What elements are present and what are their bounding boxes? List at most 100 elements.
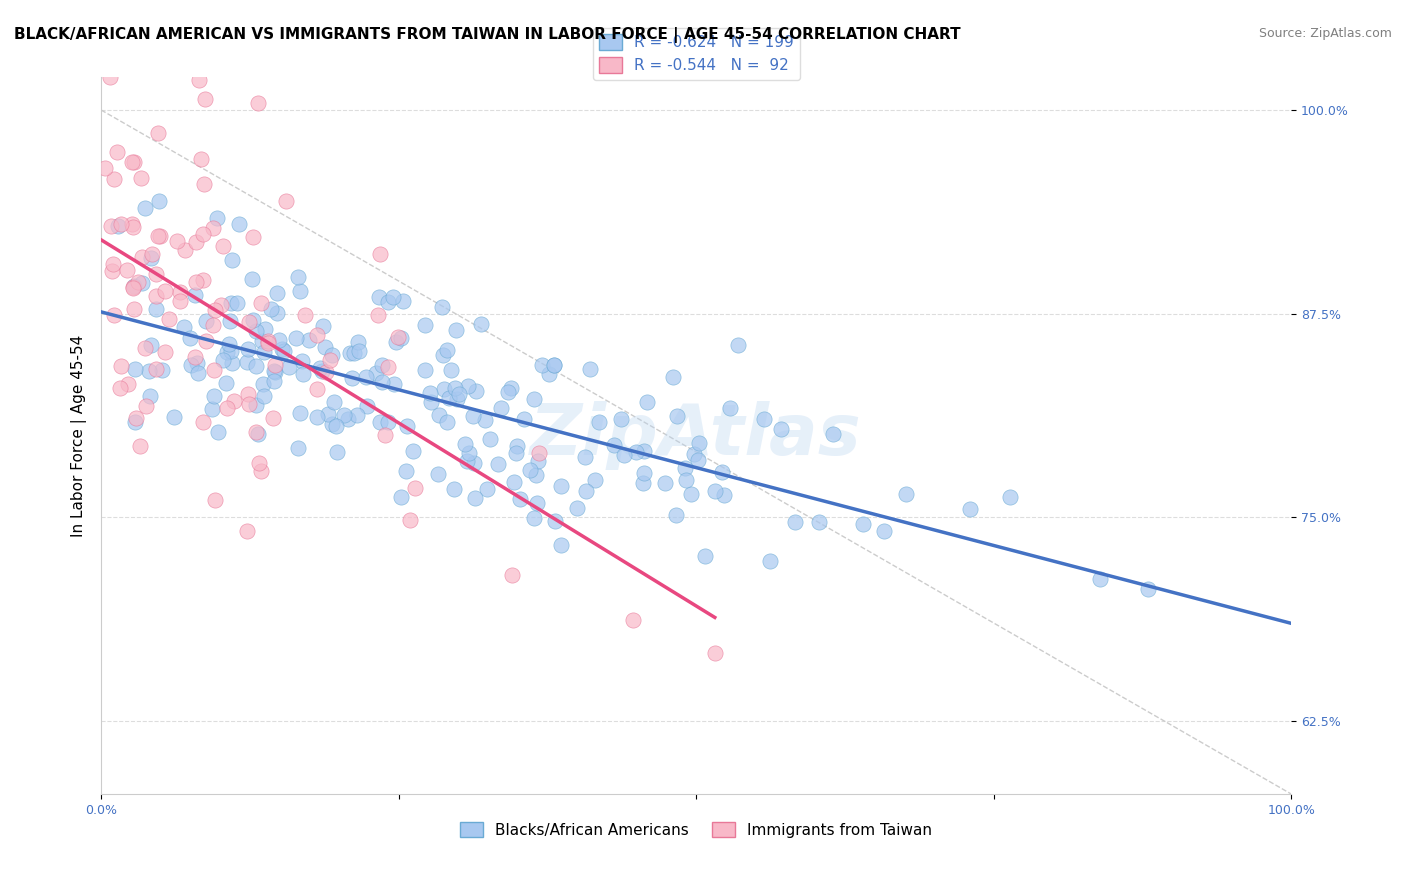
- Point: [509, 492, 531, 507]
- Point: [444, 323, 467, 337]
- Point: [523, 392, 546, 406]
- Legend: Blacks/African Americans, Immigrants from Taiwan: Blacks/African Americans, Immigrants fro…: [454, 815, 938, 844]
- Point: [332, 408, 354, 422]
- Point: [298, 333, 321, 347]
- Point: [366, 366, 388, 380]
- Point: [101, 264, 124, 278]
- Point: [579, 362, 602, 376]
- Point: [124, 415, 146, 429]
- Point: [162, 410, 184, 425]
- Point: [146, 126, 169, 140]
- Point: [337, 412, 360, 426]
- Point: [134, 201, 156, 215]
- Point: [486, 458, 509, 472]
- Point: [1137, 582, 1160, 596]
- Point: [245, 398, 267, 412]
- Point: [444, 381, 467, 395]
- Point: [260, 301, 283, 316]
- Point: [169, 285, 191, 299]
- Point: [291, 354, 314, 368]
- Point: [117, 376, 139, 391]
- Point: [447, 386, 470, 401]
- Y-axis label: In Labor Force | Age 45-54: In Labor Force | Age 45-54: [72, 334, 87, 537]
- Point: [184, 288, 207, 302]
- Point: [633, 467, 655, 481]
- Point: [626, 444, 648, 458]
- Point: [93, 161, 115, 175]
- Point: [209, 297, 232, 311]
- Point: [166, 234, 188, 248]
- Point: [519, 463, 541, 477]
- Point: [821, 427, 844, 442]
- Point: [145, 289, 167, 303]
- Point: [499, 381, 522, 395]
- Point: [368, 247, 391, 261]
- Point: [759, 554, 782, 568]
- Point: [621, 614, 644, 628]
- Point: [110, 381, 132, 395]
- Point: [139, 388, 162, 402]
- Point: [236, 342, 259, 356]
- Point: [959, 502, 981, 516]
- Point: [129, 439, 152, 453]
- Point: [103, 308, 125, 322]
- Point: [221, 356, 243, 370]
- Point: [271, 343, 294, 357]
- Text: BLACK/AFRICAN AMERICAN VS IMMIGRANTS FROM TAIWAN IN LABOR FORCE | AGE 45-54 CORR: BLACK/AFRICAN AMERICAN VS IMMIGRANTS FRO…: [14, 27, 960, 43]
- Point: [262, 411, 284, 425]
- Point: [122, 220, 145, 235]
- Point: [703, 483, 725, 498]
- Point: [544, 514, 567, 528]
- Point: [807, 515, 830, 529]
- Point: [187, 366, 209, 380]
- Point: [583, 473, 606, 487]
- Point: [436, 415, 458, 429]
- Point: [245, 359, 267, 374]
- Point: [284, 331, 307, 345]
- Point: [325, 419, 347, 434]
- Point: [613, 448, 636, 462]
- Point: [245, 324, 267, 338]
- Point: [550, 538, 572, 552]
- Point: [503, 475, 526, 490]
- Point: [478, 432, 501, 446]
- Point: [377, 359, 399, 374]
- Point: [463, 409, 485, 424]
- Point: [427, 408, 450, 422]
- Point: [377, 294, 399, 309]
- Point: [463, 456, 485, 470]
- Point: [257, 335, 280, 350]
- Point: [526, 454, 548, 468]
- Point: [238, 397, 260, 411]
- Point: [131, 276, 153, 290]
- Point: [710, 465, 733, 479]
- Point: [238, 387, 260, 401]
- Point: [215, 345, 238, 359]
- Point: [543, 359, 565, 373]
- Point: [122, 154, 145, 169]
- Point: [263, 358, 285, 372]
- Point: [524, 467, 547, 482]
- Point: [505, 446, 527, 460]
- Point: [523, 511, 546, 525]
- Point: [218, 337, 240, 351]
- Point: [121, 280, 143, 294]
- Point: [122, 279, 145, 293]
- Point: [395, 419, 418, 434]
- Point: [446, 392, 468, 406]
- Point: [242, 313, 264, 327]
- Point: [713, 488, 735, 502]
- Point: [681, 486, 703, 500]
- Point: [307, 409, 329, 424]
- Point: [150, 363, 173, 377]
- Point: [247, 95, 270, 110]
- Point: [110, 359, 132, 373]
- Point: [288, 284, 311, 298]
- Point: [115, 262, 138, 277]
- Point: [225, 296, 247, 310]
- Point: [101, 257, 124, 271]
- Text: ZipAtlas: ZipAtlas: [530, 401, 862, 470]
- Point: [654, 475, 676, 490]
- Point: [253, 322, 276, 336]
- Point: [148, 194, 170, 209]
